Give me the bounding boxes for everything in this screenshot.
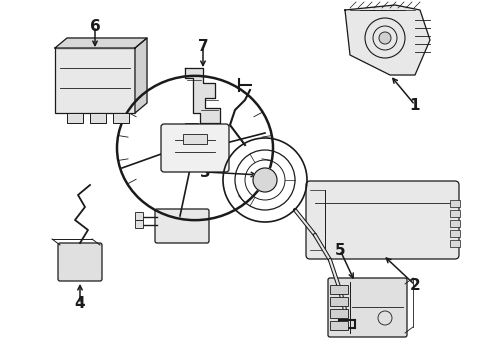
Bar <box>330 309 348 318</box>
Text: 1: 1 <box>410 98 420 113</box>
Bar <box>183 134 207 144</box>
Text: 6: 6 <box>90 18 100 33</box>
FancyBboxPatch shape <box>155 209 209 243</box>
FancyBboxPatch shape <box>58 243 102 281</box>
Polygon shape <box>135 38 147 113</box>
Circle shape <box>253 168 277 192</box>
Bar <box>135 212 143 220</box>
FancyBboxPatch shape <box>306 181 459 259</box>
Bar <box>450 240 460 247</box>
Text: 7: 7 <box>197 39 208 54</box>
Bar <box>200 123 220 137</box>
Bar <box>90 113 106 123</box>
Bar <box>450 230 460 237</box>
Text: 4: 4 <box>74 297 85 311</box>
Polygon shape <box>185 68 220 123</box>
Polygon shape <box>55 38 147 48</box>
Bar <box>67 113 83 123</box>
Bar <box>330 297 348 306</box>
Bar <box>113 113 129 123</box>
Polygon shape <box>345 5 430 75</box>
Bar <box>450 200 460 207</box>
FancyBboxPatch shape <box>161 124 229 172</box>
Bar <box>55 48 135 113</box>
Bar <box>185 123 198 133</box>
Text: 3: 3 <box>200 165 210 180</box>
Text: 5: 5 <box>335 243 345 257</box>
Circle shape <box>379 32 391 44</box>
Bar <box>135 220 143 228</box>
Bar <box>450 220 460 227</box>
Bar <box>330 321 348 330</box>
Text: 2: 2 <box>410 278 420 292</box>
FancyBboxPatch shape <box>328 278 407 337</box>
Bar <box>450 210 460 217</box>
Bar <box>330 285 348 294</box>
